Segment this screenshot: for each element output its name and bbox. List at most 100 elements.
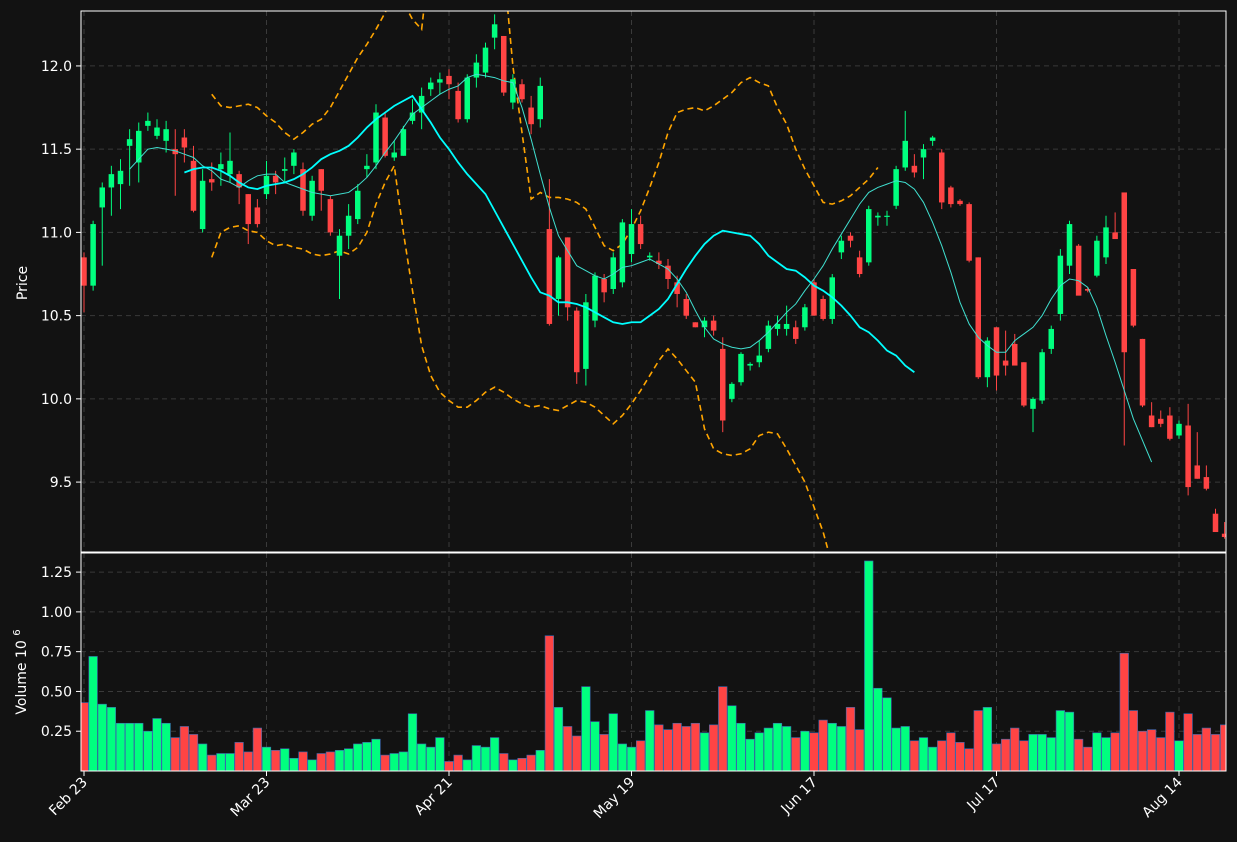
volume-bar-down bbox=[380, 754, 390, 771]
candle-body-up bbox=[227, 160, 233, 175]
volume-tick-label: 0.50 bbox=[41, 684, 72, 700]
volume-bar-down bbox=[544, 635, 554, 771]
price-y-axis: 9.5 10.0 10.5 11.0 11.5 12.0 bbox=[41, 59, 81, 491]
candle-body-down bbox=[1203, 477, 1210, 489]
volume-bar-up bbox=[134, 722, 144, 771]
volume-bar-down bbox=[809, 732, 819, 771]
volume-bar-up bbox=[900, 726, 910, 771]
candle-body-up bbox=[1103, 227, 1109, 258]
moving-average-slow-line bbox=[184, 94, 915, 373]
candle-body-up bbox=[747, 363, 753, 366]
volume-bar-up bbox=[97, 703, 107, 771]
volume-bar-up bbox=[106, 707, 116, 771]
volume-bar-down bbox=[179, 726, 189, 771]
candle-body-down bbox=[948, 187, 954, 205]
volume-bar-down bbox=[955, 742, 965, 771]
volume-bar-down bbox=[271, 750, 281, 771]
volume-bar-up bbox=[371, 738, 381, 771]
volume-bar-up bbox=[745, 738, 755, 771]
volume-bar-down bbox=[243, 751, 253, 771]
volume-bar-up bbox=[1028, 734, 1038, 771]
candle-body-up bbox=[373, 112, 379, 163]
candle-body-down bbox=[519, 84, 525, 100]
candle-body-up bbox=[875, 215, 881, 218]
volume-bar-up bbox=[362, 742, 372, 771]
volume-bar-down bbox=[1128, 710, 1138, 771]
candle-body-up bbox=[473, 62, 480, 78]
volume-bar-up bbox=[225, 753, 235, 771]
volume-bar-up bbox=[1101, 737, 1111, 771]
volume-bar-up bbox=[307, 759, 317, 771]
candle-body-down bbox=[172, 149, 178, 155]
candle-body-up bbox=[866, 209, 872, 263]
volume-bar-down bbox=[599, 734, 609, 771]
volume-bar-up bbox=[864, 560, 874, 771]
volume-bar-down bbox=[690, 722, 700, 771]
volume-bar-down bbox=[517, 757, 527, 771]
volume-bar-up bbox=[480, 746, 491, 771]
candle-body-up bbox=[282, 169, 288, 171]
volume-bar-down bbox=[1010, 727, 1020, 771]
volume-bar-up bbox=[918, 737, 929, 771]
volume-bar-down bbox=[298, 751, 308, 771]
candle-body-down bbox=[811, 282, 817, 316]
candle-body-up bbox=[108, 174, 115, 188]
volume-bar-down bbox=[1156, 737, 1166, 771]
price-tick-label: 9.5 bbox=[50, 475, 72, 491]
volume-bar-up bbox=[827, 722, 837, 771]
volume-bar-up bbox=[1037, 734, 1047, 771]
candle-body-down bbox=[911, 165, 918, 173]
volume-bar-up bbox=[608, 713, 618, 771]
candle-body-up bbox=[136, 130, 142, 163]
volume-bar-down bbox=[1165, 711, 1175, 771]
volume-bar-up bbox=[1046, 737, 1056, 771]
candle-body-up bbox=[418, 95, 425, 113]
candle-body-down bbox=[1139, 338, 1146, 406]
volume-bar-up bbox=[143, 730, 153, 771]
candle-body-up bbox=[163, 129, 169, 141]
candle-body-up bbox=[99, 187, 105, 208]
bollinger-upper-line bbox=[211, 11, 879, 252]
volume-bar-up bbox=[152, 718, 162, 771]
candle-body-up bbox=[729, 383, 735, 399]
candle-body-up bbox=[902, 140, 908, 168]
volume-bar-up bbox=[836, 726, 846, 771]
candle-body-up bbox=[428, 82, 434, 90]
volume-bar-up bbox=[873, 687, 883, 771]
candle-body-up bbox=[647, 255, 653, 258]
volume-axis-label-exponent: 6 bbox=[12, 629, 23, 635]
volume-bar-down bbox=[909, 740, 919, 771]
volume-bar-down bbox=[1192, 734, 1202, 771]
volume-axis-label-text: Volume bbox=[14, 663, 30, 715]
volume-bar-up bbox=[334, 750, 345, 771]
volume-bar-up bbox=[982, 707, 992, 771]
volume-bar-down bbox=[207, 754, 217, 771]
candle-body-down bbox=[1167, 415, 1173, 439]
candle-body-down bbox=[546, 229, 553, 324]
candle-body-down bbox=[254, 207, 261, 225]
volume-bar-up bbox=[782, 726, 792, 771]
candle-body-up bbox=[1057, 255, 1064, 314]
price-tick-label: 10.0 bbox=[41, 392, 72, 408]
volume-bar-down bbox=[170, 737, 180, 771]
volume-bar-down bbox=[946, 732, 956, 771]
volume-bar-down bbox=[973, 710, 983, 771]
price-axis-label: Price bbox=[15, 266, 31, 300]
volume-bar-down bbox=[1119, 652, 1129, 771]
candle-body-down bbox=[939, 152, 945, 203]
volume-tick-label: 0.25 bbox=[41, 724, 72, 740]
volume-bar-up bbox=[490, 737, 500, 771]
candle-body-down bbox=[382, 117, 388, 156]
volume-bar-up bbox=[389, 753, 399, 771]
candle-body-down bbox=[674, 282, 680, 294]
moving-average-fast-line bbox=[129, 73, 1153, 463]
volume-bar-up bbox=[617, 743, 627, 771]
volume-bar-up bbox=[736, 722, 746, 771]
volume-bar-up bbox=[198, 743, 208, 771]
candle-body-down bbox=[236, 174, 242, 188]
candle-body-up bbox=[610, 257, 616, 289]
candle-body-up bbox=[90, 224, 96, 286]
candle-body-up bbox=[765, 325, 772, 349]
